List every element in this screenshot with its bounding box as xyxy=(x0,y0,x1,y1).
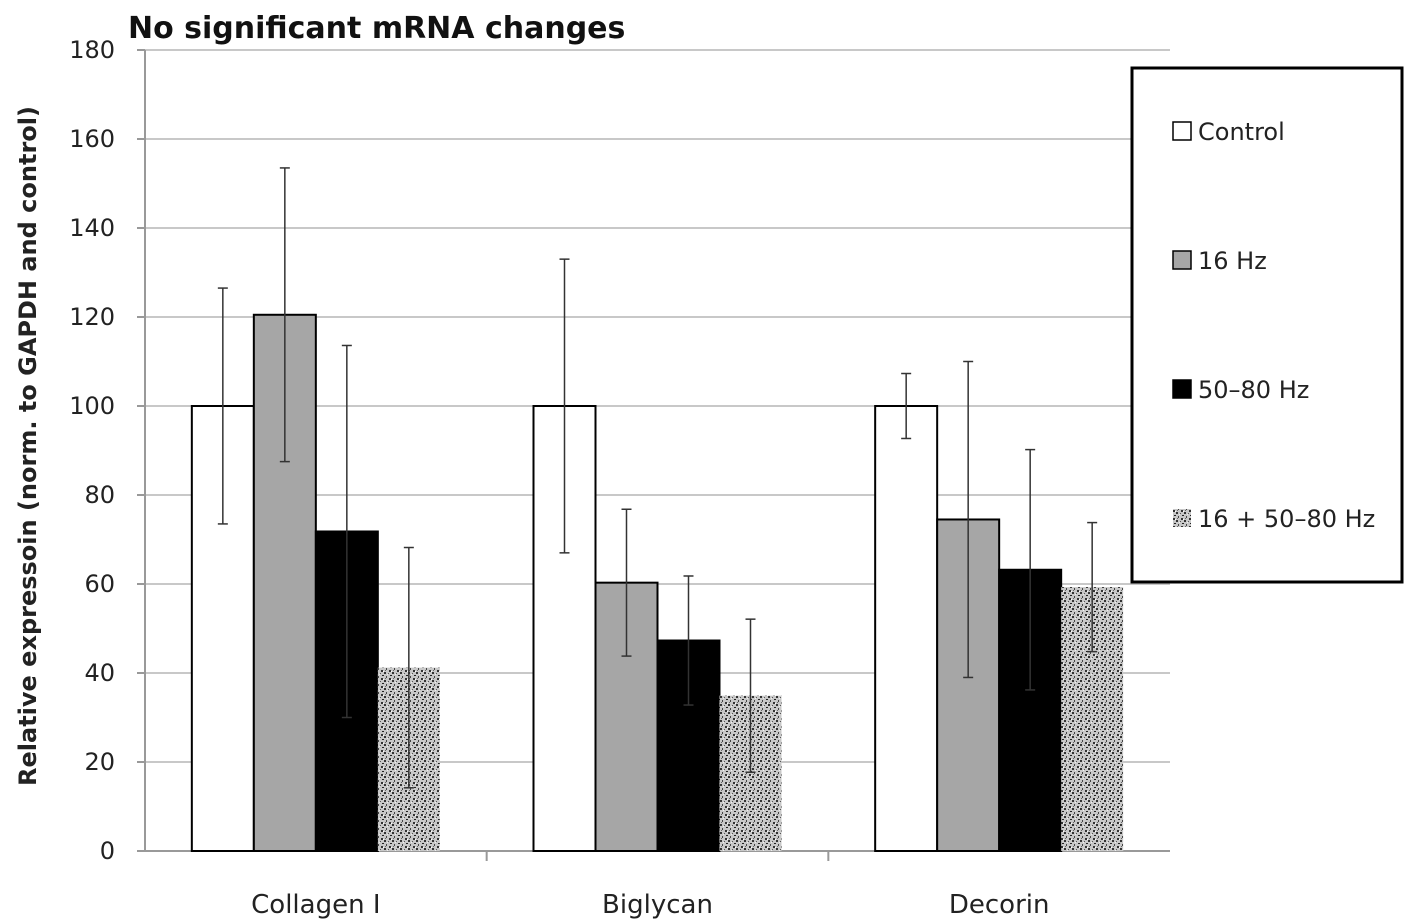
y-tick-label: 40 xyxy=(84,659,115,687)
x-category-label: Decorin xyxy=(949,890,1050,920)
x-category-label: Biglycan xyxy=(602,890,713,920)
legend-items: Control 16 Hz 50–80 Hz 16 + 50–80 Hz xyxy=(1172,118,1375,533)
y-tick-label: 180 xyxy=(69,36,115,64)
legend-swatch xyxy=(1173,509,1191,527)
legend-swatch xyxy=(1172,379,1192,399)
legend-label: Control xyxy=(1198,118,1285,146)
y-axis-label: Relative expressoin (norm. to GAPDH and … xyxy=(14,106,42,786)
chart-title: No significant mRNA changes xyxy=(128,11,625,46)
legend-swatch xyxy=(1172,250,1192,270)
y-tick-label: 100 xyxy=(69,392,115,420)
legend-frame xyxy=(1130,66,1404,584)
legend-label: 50–80 Hz xyxy=(1198,376,1309,404)
bar xyxy=(874,405,939,852)
legend-swatch xyxy=(1172,121,1192,141)
y-tick-label: 60 xyxy=(84,570,115,598)
y-tick-label: 20 xyxy=(84,748,115,776)
y-tick-label: 160 xyxy=(69,125,115,153)
bars xyxy=(190,167,1124,853)
legend-label: 16 + 50–80 Hz xyxy=(1198,505,1375,533)
x-category-label: Collagen I xyxy=(251,890,380,920)
tick-labels: 0 20 40 60 80 100 120 140 160 180 Collagen I Biglyc… xyxy=(69,36,1049,920)
y-tick-label: 0 xyxy=(100,837,115,865)
y-tick-label: 140 xyxy=(69,214,115,242)
y-tick-label: 120 xyxy=(69,303,115,331)
legend-label: 16 Hz xyxy=(1198,247,1267,275)
y-tick-label: 80 xyxy=(84,481,115,509)
legend: Control 16 Hz 50–80 Hz 16 + 50–80 Hz xyxy=(1130,66,1404,584)
